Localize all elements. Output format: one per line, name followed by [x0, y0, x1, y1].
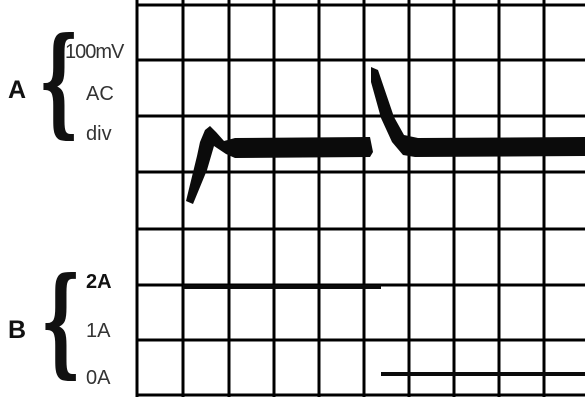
channel-b-brace: {: [40, 251, 82, 390]
channel-a-brace: {: [38, 11, 80, 150]
channel-a-trace: [186, 67, 585, 204]
channel-a-scale-coupling: AC: [86, 83, 114, 105]
channel-a-label: A: [8, 76, 27, 104]
channel-a-trace-segment-2: [371, 67, 585, 157]
channel-a-scale-voltage: 100mV: [65, 41, 124, 63]
channel-b-label: B: [8, 316, 27, 344]
channel-a-trace-segment-1: [186, 126, 373, 204]
channel-b-trace: [183, 285, 585, 376]
channel-b-level-0a: 0A: [86, 367, 111, 389]
channel-a-scale-unit: div: [86, 123, 112, 145]
channel-b-level-1a: 1A: [86, 320, 111, 342]
grid-lines: [135, 0, 585, 397]
channel-b-level-2a: 2A: [86, 271, 112, 293]
